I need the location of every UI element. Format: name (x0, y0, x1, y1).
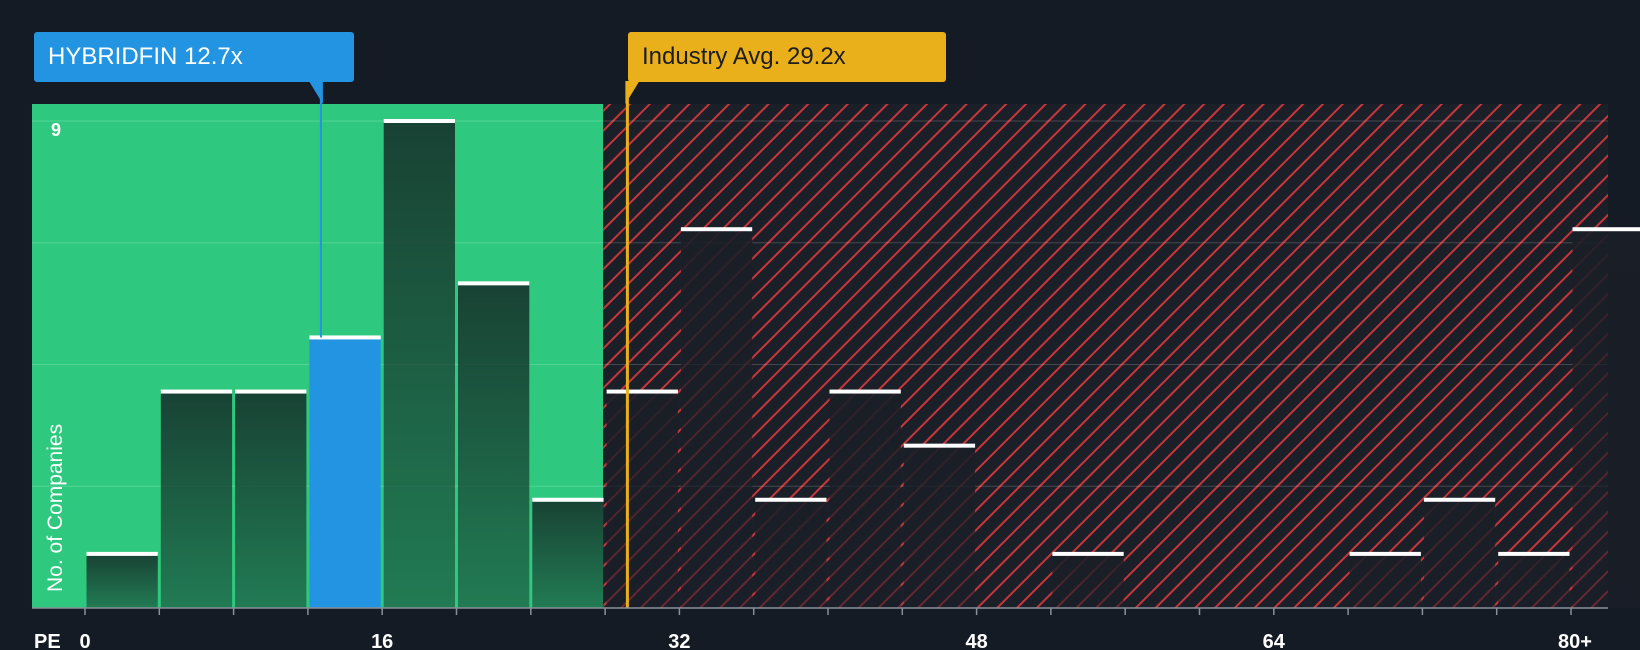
bar-20 (1572, 229, 1640, 608)
x-tick-label: 64 (1263, 631, 1286, 650)
x-tick-label: 80+ (1558, 631, 1592, 650)
bar-13 (1052, 553, 1124, 608)
bar-cap-20 (1572, 227, 1640, 232)
x-tick-label: 0 (79, 631, 90, 650)
bar-cap-8 (680, 227, 753, 232)
x-tick-label: 32 (668, 631, 690, 650)
bar-cap-18 (1423, 497, 1496, 502)
company-pe-callout: HYBRIDFIN 12.7x (34, 32, 354, 82)
bar-8 (680, 229, 753, 608)
x-axis-label: PE (34, 631, 61, 650)
bar-3 (309, 337, 381, 608)
bar-cap-6 (532, 497, 604, 502)
bar-9 (755, 499, 827, 608)
bar-cap-9 (755, 497, 827, 502)
x-tick-label: 48 (965, 631, 987, 650)
bar-cap-13 (1052, 551, 1124, 556)
bar-11 (903, 445, 976, 608)
bar-cap-0 (86, 551, 158, 556)
industry-callout-pointer (625, 81, 640, 104)
bar-cap-7 (606, 389, 678, 394)
bar-2 (235, 391, 307, 608)
axis-layer: PE No. of Companies 0 16 32 48 64 80+ 9 (32, 120, 1608, 650)
bar-0 (86, 553, 158, 608)
industry-average-callout: Industry Avg. 29.2x (628, 32, 946, 82)
bar-1 (160, 391, 233, 608)
bar-cap-5 (458, 281, 530, 286)
bar-cap-11 (903, 443, 976, 448)
bar-cap-1 (160, 389, 233, 394)
bar-19 (1498, 553, 1570, 608)
y-tick-label: 9 (51, 120, 61, 140)
company-callout-pointer (308, 81, 323, 104)
y-axis-label: No. of Companies (44, 424, 67, 592)
bar-cap-19 (1498, 551, 1570, 556)
bar-cap-4 (383, 119, 455, 123)
bar-cap-3 (309, 335, 381, 340)
x-tick-label: 16 (371, 631, 393, 650)
bar-10 (829, 391, 901, 608)
bar-4 (383, 121, 455, 608)
bar-6 (532, 499, 604, 608)
bar-18 (1423, 499, 1496, 608)
markers-layer (308, 81, 640, 608)
bar-17 (1349, 553, 1421, 608)
bar-cap-17 (1349, 551, 1421, 556)
bars-layer (86, 119, 1640, 608)
bar-cap-10 (829, 389, 901, 394)
bar-5 (458, 283, 530, 608)
bar-cap-2 (235, 389, 307, 394)
bar-7 (606, 391, 678, 608)
